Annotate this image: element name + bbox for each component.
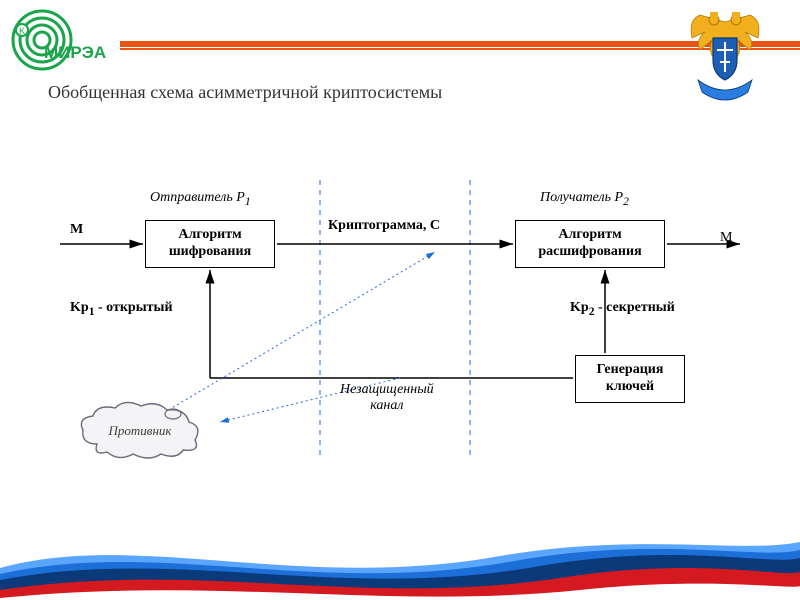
- diagram: Алгоритм шифрования Алгоритм расшифрован…: [40, 160, 760, 480]
- crest-emblem: [680, 10, 770, 105]
- node-decrypt-label: Алгоритм расшифрования: [538, 227, 641, 261]
- label-channel: Незащищенныйканал: [340, 382, 434, 414]
- label-plaintext-in: M: [70, 222, 83, 238]
- slide-title: Обобщенная схема асимметричной криптосис…: [48, 82, 442, 103]
- node-encrypt-label: Алгоритм шифрования: [169, 227, 251, 261]
- label-sender: Отправитель P1: [150, 190, 251, 208]
- logo-text: МИРЭА: [44, 43, 106, 62]
- label-receiver: Получатель P2: [540, 190, 629, 208]
- footer-waves: [0, 520, 800, 600]
- label-cryptogram: Криптограмма, C: [328, 218, 440, 234]
- node-encrypt: Алгоритм шифрования: [145, 220, 275, 268]
- cloud-adversary: Противник: [75, 400, 205, 460]
- label-key-secret: Kp2 - секретный: [570, 300, 675, 318]
- node-decrypt: Алгоритм расшифрования: [515, 220, 665, 268]
- label-plaintext-out: M: [720, 230, 732, 246]
- adversary-label: Противник: [109, 423, 172, 439]
- label-key-open: Kp1 - открытый: [70, 300, 173, 318]
- svg-text:K: K: [19, 26, 25, 36]
- mirea-logo: K МИРЭА: [10, 8, 120, 78]
- node-keygen: Генерация ключей: [575, 355, 685, 403]
- node-keygen-label: Генерация ключей: [597, 362, 664, 396]
